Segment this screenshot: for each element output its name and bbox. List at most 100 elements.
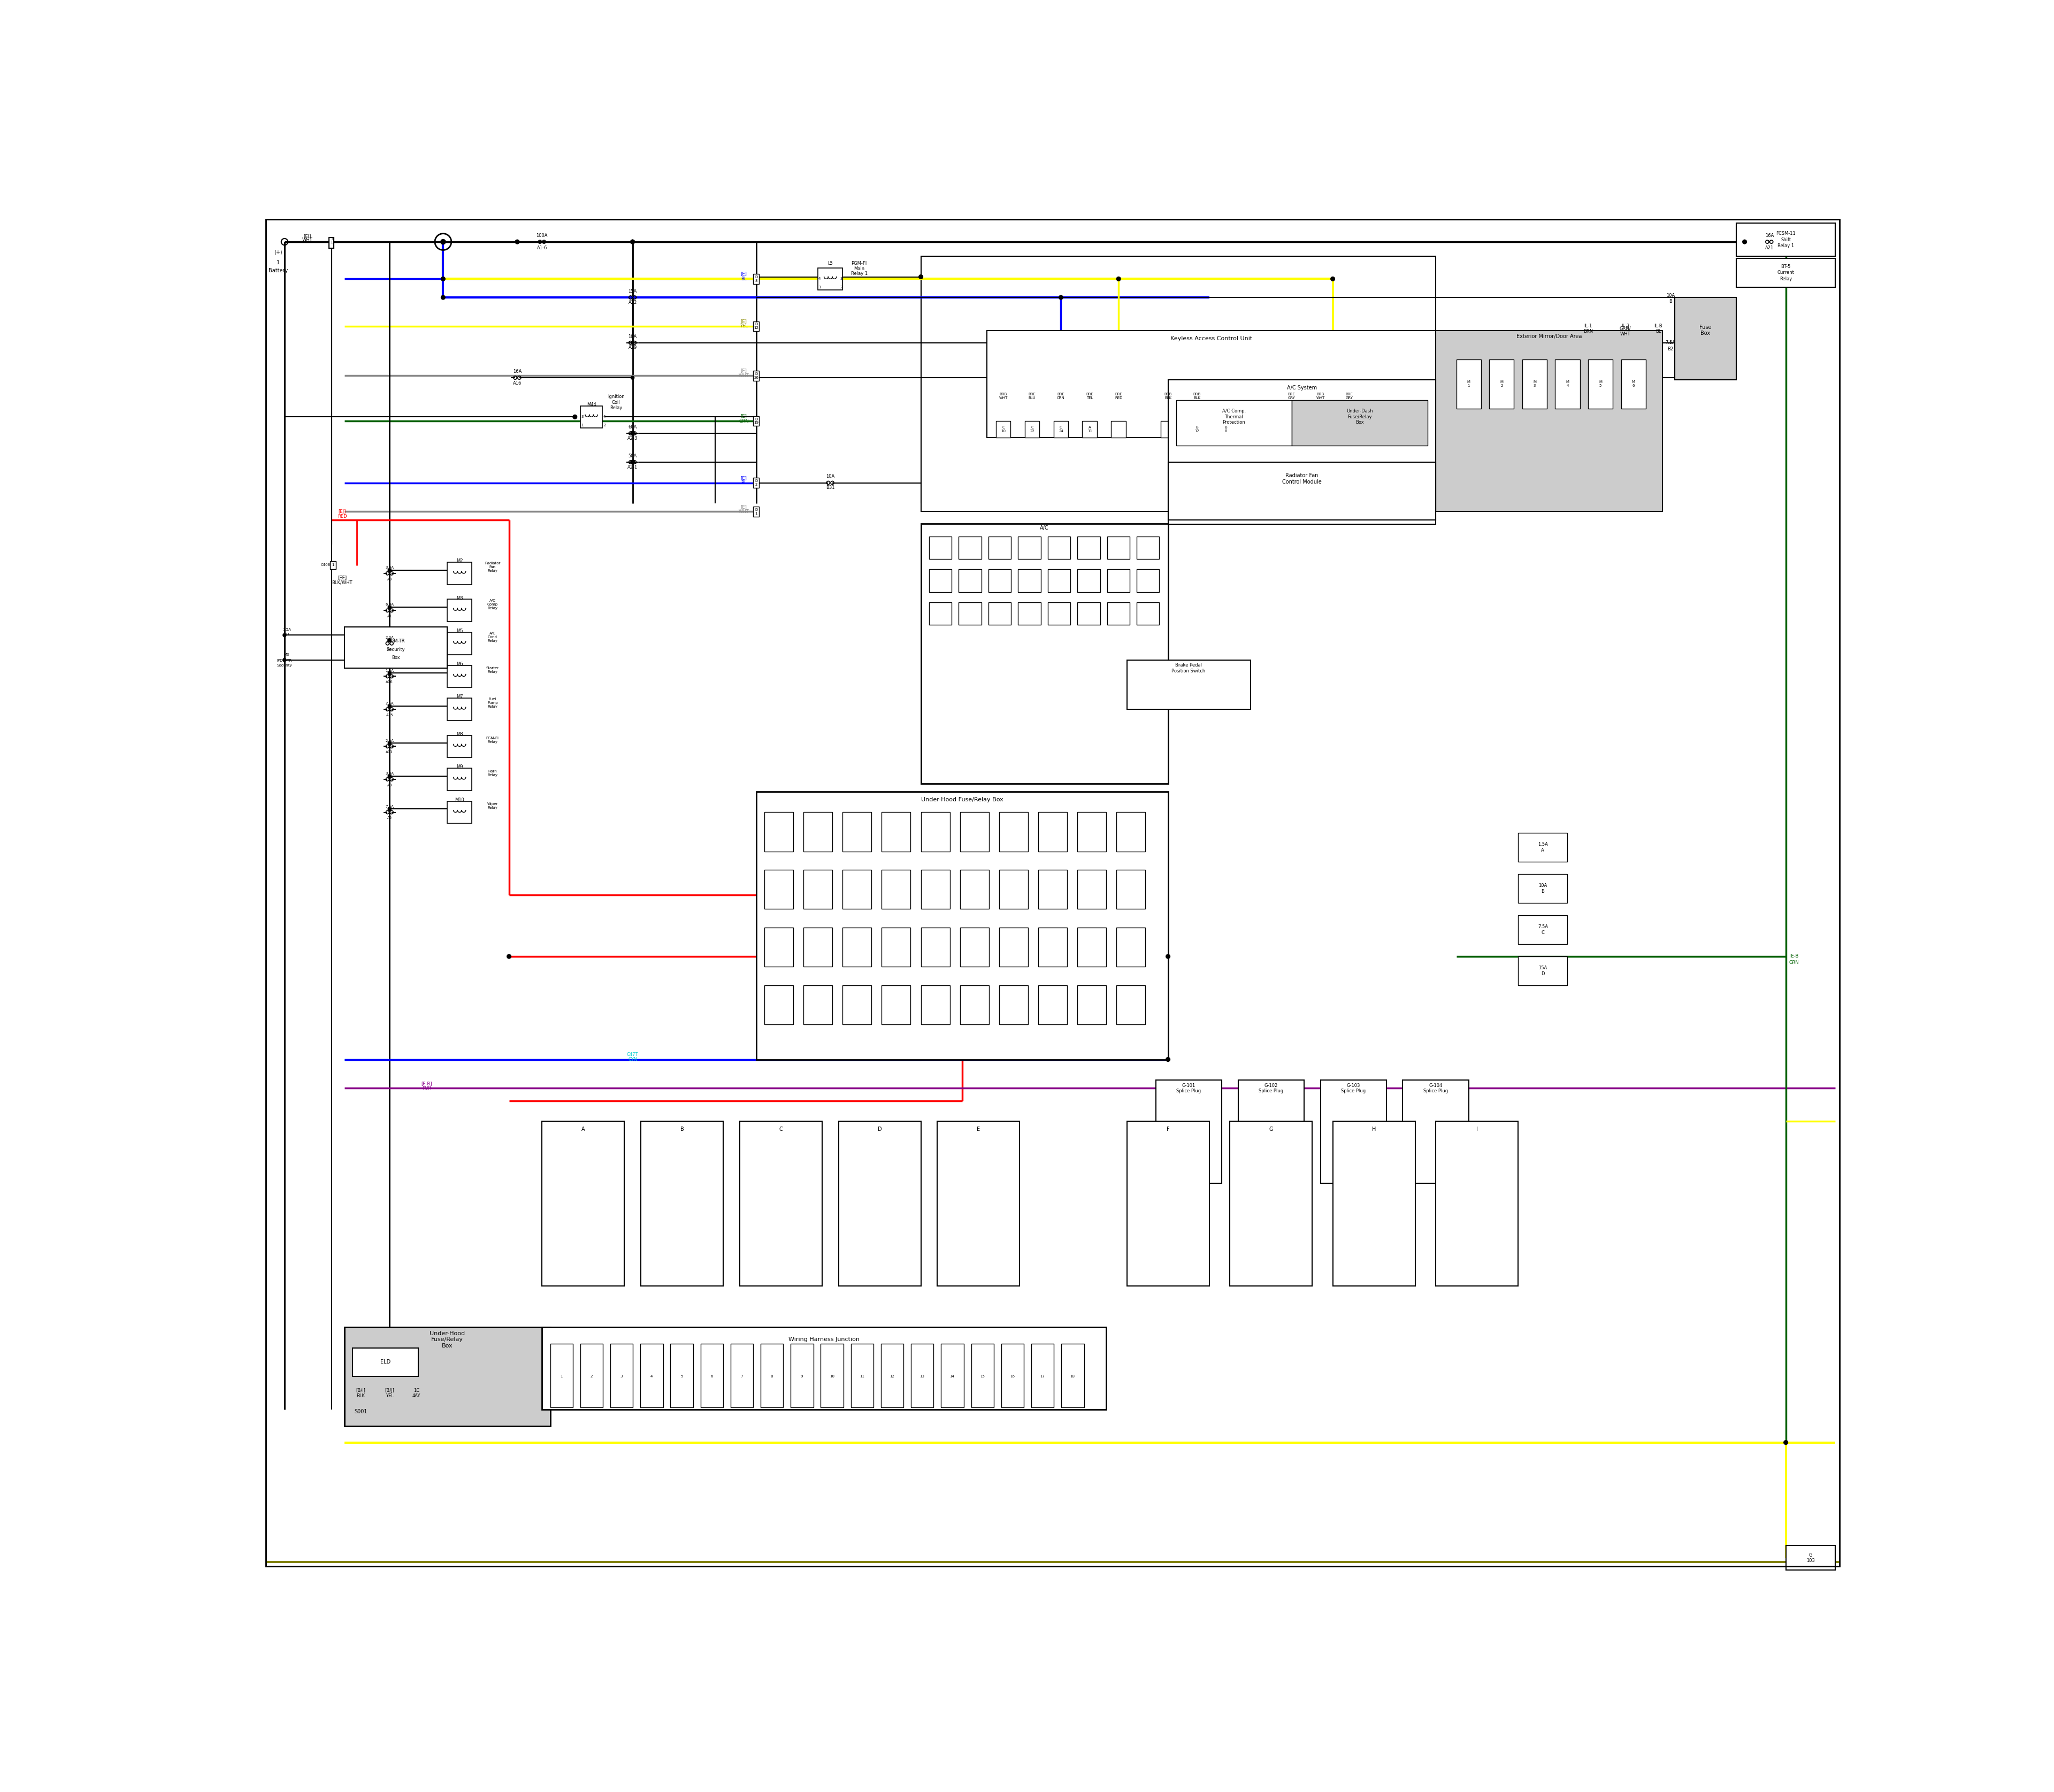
Text: IPDM-TR: IPDM-TR — [386, 640, 405, 643]
Text: G: G — [1269, 1127, 1273, 1133]
Bar — [1117, 928, 1146, 966]
Bar — [1518, 916, 1567, 944]
Text: CYN: CYN — [629, 1057, 637, 1063]
Text: C47T: C47T — [626, 1052, 639, 1057]
Text: BLK/WHT: BLK/WHT — [333, 581, 353, 584]
Text: D
8: D 8 — [754, 276, 758, 283]
Bar — [959, 869, 988, 909]
Text: WHT: WHT — [739, 373, 750, 378]
Bar — [448, 665, 472, 688]
Text: 9: 9 — [801, 1374, 803, 1378]
Text: A16: A16 — [514, 380, 522, 385]
Text: M
5: M 5 — [1598, 380, 1602, 387]
Text: BRE
BLU: BRE BLU — [1029, 392, 1035, 400]
Text: Exterior Mirror/Door Area: Exterior Mirror/Door Area — [1516, 333, 1582, 339]
Text: IPDM-TR: IPDM-TR — [277, 659, 292, 663]
Bar — [881, 869, 910, 909]
Text: D
12: D 12 — [754, 323, 758, 330]
Text: 2: 2 — [840, 285, 842, 289]
Text: M10: M10 — [454, 797, 464, 803]
Bar — [1518, 874, 1567, 903]
Text: D
19: D 19 — [754, 418, 758, 425]
Text: [E]: [E] — [741, 319, 748, 324]
Bar — [1785, 1545, 1834, 1570]
Circle shape — [631, 240, 635, 244]
Text: 1.5A: 1.5A — [281, 629, 292, 631]
Bar — [791, 1344, 813, 1407]
Bar — [1736, 224, 1834, 256]
Bar — [959, 928, 988, 966]
Text: A/C Comp.
Thermal
Protection: A/C Comp. Thermal Protection — [1222, 409, 1245, 425]
Text: IL-1: IL-1 — [1584, 324, 1592, 328]
Bar — [1284, 421, 1298, 437]
Bar — [1161, 421, 1175, 437]
Bar — [803, 986, 832, 1025]
Bar — [1169, 462, 1436, 520]
Text: [B/I]
BLK: [B/I] BLK — [355, 1387, 366, 1398]
Bar — [1048, 570, 1070, 591]
Bar — [754, 507, 760, 516]
Text: G-102
Splice Plug: G-102 Splice Plug — [1259, 1082, 1284, 1093]
Text: Wiring Harness Junction: Wiring Harness Junction — [789, 1337, 861, 1342]
Text: BRE
TEL: BRE TEL — [1087, 392, 1093, 400]
Bar — [1588, 358, 1612, 409]
Text: IE-B: IE-B — [1789, 953, 1799, 959]
Text: BT-5: BT-5 — [1781, 263, 1791, 269]
Bar — [996, 421, 1011, 437]
Text: M7: M7 — [456, 695, 462, 699]
Text: 16A: 16A — [514, 369, 522, 375]
Text: A8: A8 — [386, 783, 392, 787]
Circle shape — [388, 606, 390, 609]
Text: BRN: BRN — [1584, 328, 1594, 333]
Bar — [1078, 570, 1101, 591]
Bar — [941, 1344, 963, 1407]
Text: 2: 2 — [604, 423, 606, 426]
Circle shape — [388, 742, 390, 745]
Bar — [988, 602, 1011, 625]
Bar — [988, 536, 1011, 559]
Text: 3: 3 — [581, 416, 583, 419]
Bar — [959, 570, 982, 591]
Text: A2-1: A2-1 — [626, 464, 637, 470]
Text: A7: A7 — [386, 647, 392, 650]
Bar — [550, 1344, 573, 1407]
Text: A11: A11 — [386, 751, 392, 754]
Text: [E-B]: [E-B] — [421, 1081, 431, 1086]
Text: WHT: WHT — [302, 237, 312, 242]
Text: Under-Hood
Fuse/Relay
Box: Under-Hood Fuse/Relay Box — [429, 1331, 464, 1348]
Text: 60A: 60A — [629, 425, 637, 430]
Text: 1: 1 — [331, 563, 335, 566]
Text: M
1: M 1 — [1467, 380, 1471, 387]
Circle shape — [631, 240, 635, 244]
Text: Starter
Relay: Starter Relay — [487, 667, 499, 674]
Bar — [1117, 812, 1146, 851]
Bar — [998, 869, 1027, 909]
Text: Wiper
Relay: Wiper Relay — [487, 803, 497, 810]
Bar — [850, 1344, 873, 1407]
Bar — [1062, 1344, 1085, 1407]
Circle shape — [388, 672, 390, 676]
Text: Radiator
Fan
Relay: Radiator Fan Relay — [485, 563, 501, 573]
Bar — [988, 570, 1011, 591]
Bar — [959, 986, 988, 1025]
Circle shape — [1783, 1441, 1787, 1444]
Text: A: A — [581, 1127, 585, 1133]
Circle shape — [388, 704, 390, 708]
Text: D
26: D 26 — [754, 373, 758, 380]
Circle shape — [442, 276, 446, 281]
Text: BRE
RED: BRE RED — [1115, 392, 1121, 400]
Bar — [1456, 358, 1481, 409]
Bar — [670, 1344, 692, 1407]
Bar — [764, 986, 793, 1025]
Bar — [937, 1122, 1019, 1287]
Bar — [912, 1344, 935, 1407]
Text: 14: 14 — [949, 1374, 955, 1378]
Text: Battery: Battery — [269, 269, 288, 274]
Text: A22: A22 — [629, 299, 637, 305]
Bar — [920, 523, 1169, 783]
Bar — [881, 812, 910, 851]
Bar — [1518, 833, 1567, 862]
Bar — [1019, 536, 1041, 559]
Text: Security: Security — [277, 665, 292, 667]
Text: A5: A5 — [386, 817, 392, 819]
